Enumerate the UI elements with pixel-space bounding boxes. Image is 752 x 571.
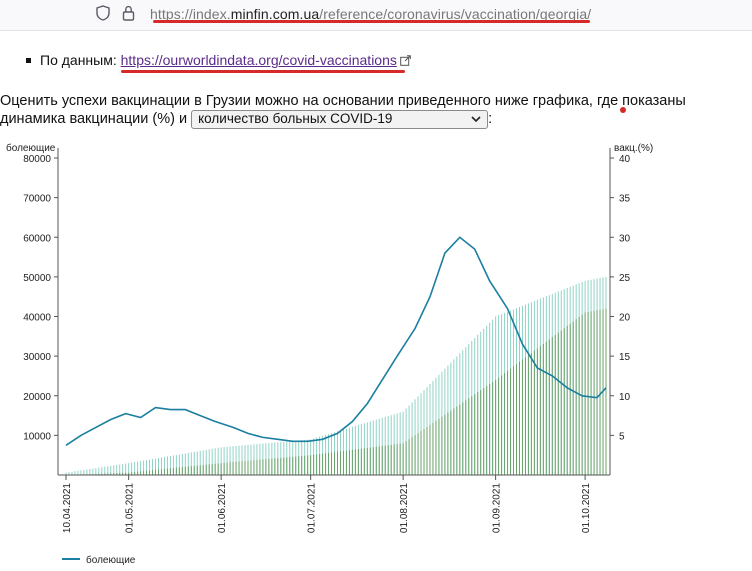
chart-ticks: 10000 20000 30000 40000 50000 60000 70000 80000… bbox=[23, 154, 630, 533]
x-tick-label: 01.09.2021 bbox=[492, 483, 503, 533]
description-text: Оценить успехи вакцинации в Грузии можно… bbox=[0, 93, 686, 127]
vaccination-chart: болеющие вакц.(%) 1000020000300004000050… bbox=[6, 142, 653, 566]
x-tick-label: 10.04.2021 bbox=[62, 483, 73, 533]
right-tick-label: 25 bbox=[619, 273, 631, 284]
right-tick-label: 5 bbox=[619, 431, 625, 442]
left-tick-label: 20000 bbox=[23, 392, 51, 403]
x-tick-label: 01.10.2021 bbox=[581, 483, 592, 533]
x-tick-label: 01.05.2021 bbox=[125, 483, 136, 533]
cases-series-line bbox=[65, 236, 607, 446]
lock-icon[interactable] bbox=[122, 5, 135, 21]
red-dot-mark bbox=[620, 107, 626, 113]
right-tick-label: 30 bbox=[619, 233, 631, 244]
right-tick-label: 40 bbox=[619, 154, 631, 165]
url-domain: minfin.com.ua bbox=[230, 6, 320, 22]
x-tick-label: 01.08.2021 bbox=[399, 483, 410, 533]
description-paragraph: Оценить успехи вакцинации в Грузии можно… bbox=[0, 92, 752, 129]
chevron-down-icon bbox=[471, 116, 481, 123]
right-tick-label: 10 bbox=[619, 392, 631, 403]
source-label: По данным: bbox=[40, 52, 117, 68]
right-tick-label: 15 bbox=[619, 352, 631, 363]
left-tick-label: 70000 bbox=[23, 194, 51, 205]
left-tick-label: 80000 bbox=[23, 154, 51, 165]
left-tick-label: 30000 bbox=[23, 352, 51, 363]
external-link-icon bbox=[400, 55, 411, 66]
left-tick-label: 50000 bbox=[23, 273, 51, 284]
description-suffix: : bbox=[488, 111, 493, 127]
vaccination-bars bbox=[65, 276, 607, 475]
left-tick-label: 40000 bbox=[23, 313, 51, 324]
x-tick-label: 01.07.2021 bbox=[307, 483, 318, 533]
url-text[interactable]: https://index.minfin.com.ua/reference/co… bbox=[150, 6, 591, 22]
right-tick-label: 20 bbox=[619, 313, 631, 324]
x-tick-label: 01.06.2021 bbox=[217, 483, 228, 533]
right-axis-label: вакц.(%) bbox=[614, 143, 653, 154]
metric-select[interactable]: количество больных COVID-19 bbox=[191, 110, 489, 129]
bullet-dot bbox=[26, 58, 31, 63]
url-prefix: https://index. bbox=[150, 6, 231, 22]
left-axis-label: болеющие bbox=[6, 142, 56, 154]
chart-axes bbox=[57, 148, 611, 476]
left-tick-label: 10000 bbox=[23, 431, 51, 442]
legend-label: болеющие bbox=[86, 554, 136, 566]
right-tick-label: 35 bbox=[619, 194, 631, 205]
shield-icon[interactable] bbox=[96, 5, 110, 21]
metric-select-value: количество больных COVID-19 bbox=[198, 111, 393, 126]
red-underline-link bbox=[121, 70, 405, 73]
browser-url-bar[interactable]: https://index.minfin.com.ua/reference/co… bbox=[0, 0, 752, 31]
source-line: По данным: https://ourworldindata.org/co… bbox=[26, 52, 411, 68]
source-link[interactable]: https://ourworldindata.org/covid-vaccina… bbox=[120, 52, 397, 68]
url-path: /reference/coronavirus/vaccination/georg… bbox=[319, 6, 592, 22]
left-tick-label: 60000 bbox=[23, 233, 51, 244]
red-underline-url bbox=[153, 20, 590, 23]
